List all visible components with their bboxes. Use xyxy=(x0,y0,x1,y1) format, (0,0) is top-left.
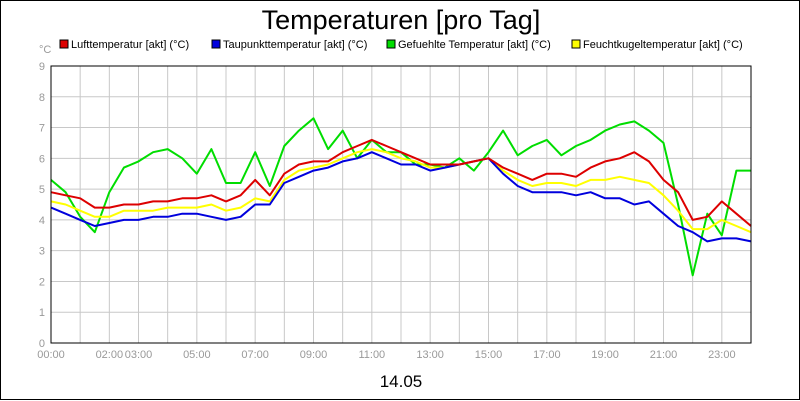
legend-label-feuchtkugeltemperatur: Feuchtkugeltemperatur [akt] (°C) xyxy=(583,39,743,51)
series-lines xyxy=(50,117,752,277)
x-axis-date-label: 14.05 xyxy=(380,372,423,391)
x-tick-labels: 00:00 02:00 03:00 05:00 07:00 09:00 11:00 13:00… xyxy=(37,349,735,361)
y-tick-label: 2 xyxy=(39,276,45,288)
y-tick-label: 7 xyxy=(39,123,45,135)
y-tick-labels: 0 1 2 3 4 5 6 7 8 9 xyxy=(39,61,45,350)
legend-label-gefuehlte-temperatur: Gefuehlte Temperatur [akt] (°C) xyxy=(398,39,551,51)
legend-label-taupunkttemperatur: Taupunkttemperatur [akt] (°C) xyxy=(223,39,367,51)
y-tick-label: 0 xyxy=(39,338,45,350)
legend-item-taupunkttemperatur: Taupunkttemperatur [akt] (°C) xyxy=(211,39,367,51)
legend: Lufttemperatur [akt] (°C) Taupunkttemper… xyxy=(59,39,743,51)
legend-swatch-feuchtkugeltemperatur xyxy=(571,39,581,49)
x-tick-label: 11:00 xyxy=(358,349,385,361)
x-tick-label: 02:00 xyxy=(96,349,124,361)
y-tick-label: 9 xyxy=(39,61,45,73)
legend-swatch-taupunkttemperatur xyxy=(211,39,221,49)
grid xyxy=(51,65,751,344)
x-tick-label: 00:00 xyxy=(37,349,65,361)
x-tick-label: 23:00 xyxy=(708,349,736,361)
x-tick-label: 15:00 xyxy=(475,349,503,361)
x-tick-label: 05:00 xyxy=(183,349,211,361)
chart-title: Temperaturen [pro Tag] xyxy=(262,5,541,35)
y-axis-unit: °C xyxy=(39,44,51,56)
series-line-taupunkttemperatur xyxy=(50,151,752,243)
legend-item-gefuehlte-temperatur: Gefuehlte Temperatur [akt] (°C) xyxy=(386,39,551,51)
x-tick-label: 17:00 xyxy=(533,349,561,361)
legend-item-lufttemperatur: Lufttemperatur [akt] (°C) xyxy=(59,39,189,51)
series-line-lufttemperatur xyxy=(50,138,752,227)
y-tick-label: 4 xyxy=(39,215,45,227)
x-tick-label: 03:00 xyxy=(125,349,153,361)
y-tick-label: 3 xyxy=(39,246,45,258)
x-tick-label: 07:00 xyxy=(241,349,269,361)
legend-swatch-gefuehlte-temperatur xyxy=(386,39,396,49)
y-tick-label: 5 xyxy=(39,184,45,196)
legend-item-feuchtkugeltemperatur: Feuchtkugeltemperatur [akt] (°C) xyxy=(571,39,743,51)
y-tick-label: 6 xyxy=(39,153,45,165)
y-tick-label: 8 xyxy=(39,92,45,104)
legend-swatch-lufttemperatur xyxy=(59,39,69,49)
plot-area-border xyxy=(50,65,752,344)
x-tick-label: 21:00 xyxy=(650,349,678,361)
y-tick-label: 1 xyxy=(39,307,45,319)
x-tick-label: 09:00 xyxy=(300,349,328,361)
legend-label-lufttemperatur: Lufttemperatur [akt] (°C) xyxy=(71,39,189,51)
x-tick-label: 13:00 xyxy=(416,349,444,361)
series-line-feuchtkugeltemperatur xyxy=(50,148,752,234)
x-tick-label: 19:00 xyxy=(591,349,619,361)
